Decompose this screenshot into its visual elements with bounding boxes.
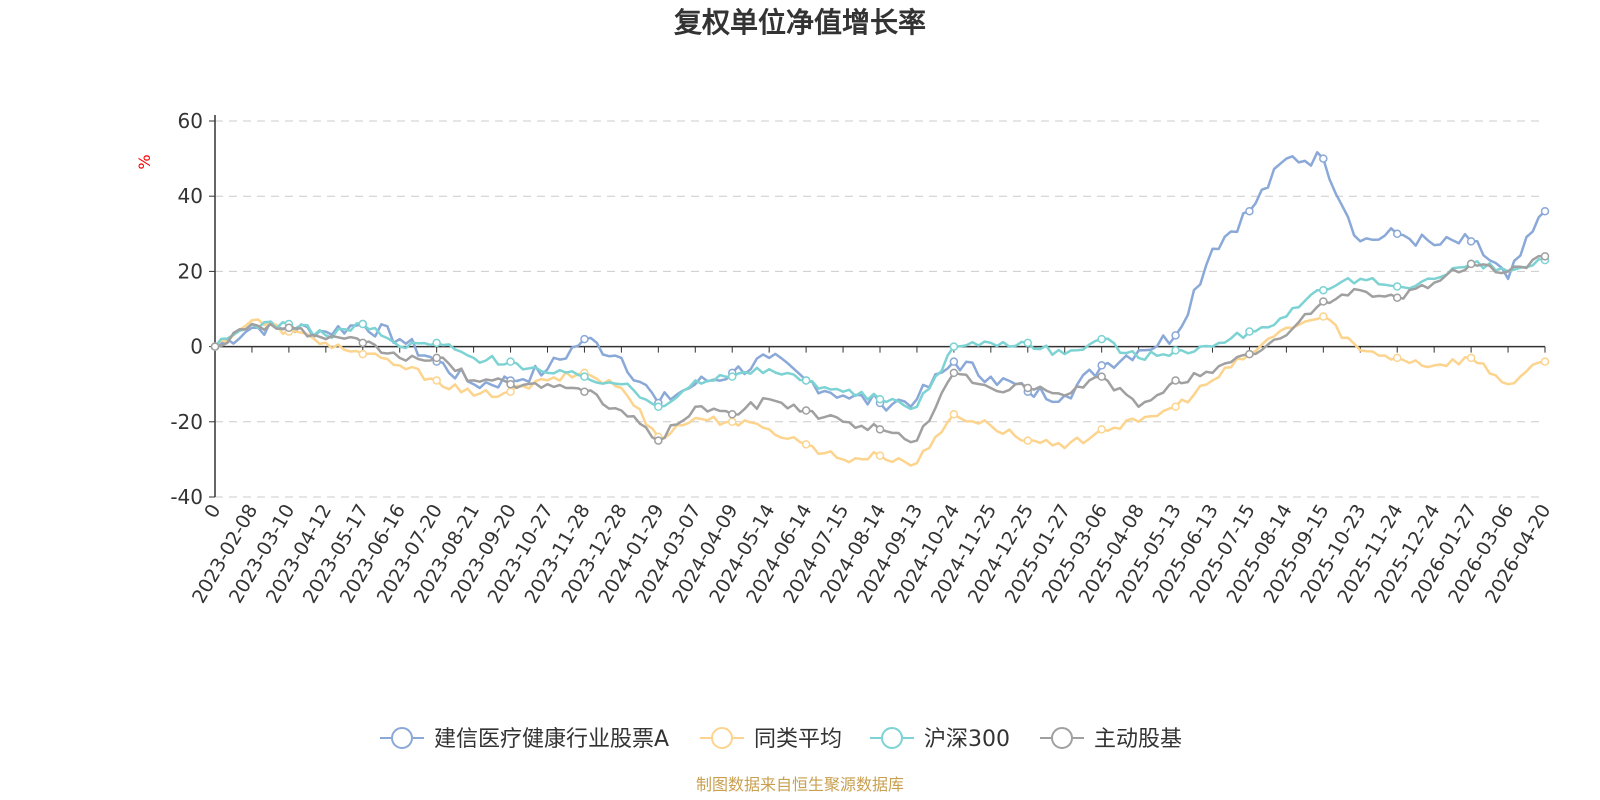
data-point (949, 357, 959, 366)
legend-marker (391, 727, 413, 749)
data-point (1466, 259, 1476, 269)
data-point (1540, 357, 1550, 366)
data-point (1466, 353, 1476, 363)
data-point (506, 387, 515, 396)
data-point (358, 319, 368, 329)
data-point (1171, 402, 1180, 412)
legend-label: 沪深300 (924, 727, 1010, 752)
y-tick-label: -20 (170, 410, 203, 434)
x-tick-label: 0 (200, 501, 225, 522)
data-point (1097, 334, 1106, 344)
data-point (1319, 154, 1328, 163)
data-point (654, 436, 663, 445)
legend-item[interactable]: 同类平均 (700, 727, 842, 752)
data-point (727, 372, 737, 381)
axes: 6040200-20-4002023-02-082023-03-102023-0… (170, 109, 1555, 607)
legend-label: 同类平均 (754, 727, 842, 752)
data-point (1540, 206, 1550, 216)
data-point (727, 410, 737, 419)
y-tick-label: 60 (178, 109, 203, 133)
y-tick-label: 20 (178, 259, 203, 283)
series-line (214, 257, 1546, 411)
data-source-note: 制图数据来自恒生聚源数据库 (696, 775, 904, 794)
data-point (284, 323, 294, 333)
data-point (1023, 436, 1033, 445)
data-point (949, 410, 959, 419)
data-point (1319, 285, 1328, 295)
legend-item[interactable]: 沪深300 (870, 727, 1010, 752)
data-point (875, 394, 885, 404)
data-point (1392, 293, 1402, 302)
legend-marker (881, 727, 903, 749)
data-point (1466, 237, 1476, 246)
data-point (358, 338, 368, 348)
y-axis-unit: % (135, 154, 154, 169)
y-tick-label: 40 (178, 184, 203, 208)
data-point (1023, 383, 1033, 393)
series-line (214, 151, 1546, 412)
data-point (1097, 425, 1106, 434)
data-point (210, 342, 220, 351)
data-point (1245, 327, 1254, 336)
data-point (949, 342, 959, 351)
data-point (654, 402, 663, 412)
data-point (506, 357, 515, 366)
data-point (1097, 372, 1106, 381)
legend-marker (711, 727, 733, 749)
data-point (875, 425, 885, 434)
data-point (1023, 338, 1033, 348)
data-point (801, 406, 811, 415)
data-point (949, 368, 959, 378)
data-point (801, 376, 811, 385)
legend-item[interactable]: 建信医疗健康行业股票A (380, 727, 669, 752)
gridlines (215, 120, 1545, 498)
data-point (580, 387, 589, 396)
data-point (1392, 353, 1402, 363)
legend-label: 主动股基 (1094, 727, 1182, 752)
legend[interactable]: 建信医疗健康行业股票A 同类平均 沪深300 主动股基 (380, 727, 1182, 752)
data-point (358, 349, 368, 359)
legend-item[interactable]: 主动股基 (1040, 727, 1182, 752)
data-point (801, 440, 811, 449)
y-tick-label: 0 (190, 335, 203, 359)
data-point (1171, 346, 1180, 355)
data-point (875, 451, 885, 460)
y-tick-label: -40 (170, 485, 203, 509)
data-point (580, 334, 589, 344)
chart-title: 复权单位净值增长率 (674, 6, 926, 39)
series-line (214, 315, 1546, 467)
data-point (432, 338, 441, 348)
data-point (1392, 282, 1402, 291)
legend-label: 建信医疗健康行业股票A (434, 727, 669, 752)
data-point (1392, 229, 1402, 239)
data-point (506, 379, 515, 389)
data-point (1245, 349, 1254, 359)
data-point (1540, 252, 1550, 261)
data-point (1319, 297, 1328, 306)
data-point (727, 417, 737, 427)
data-point (432, 353, 441, 363)
data-point (580, 372, 589, 381)
data-point (432, 376, 441, 385)
data-point (1245, 206, 1254, 216)
data-point (1319, 312, 1328, 321)
series-lines (210, 151, 1550, 467)
data-point (1171, 376, 1180, 385)
legend-marker (1051, 727, 1073, 749)
data-point (1097, 361, 1106, 370)
data-point (1171, 331, 1180, 340)
